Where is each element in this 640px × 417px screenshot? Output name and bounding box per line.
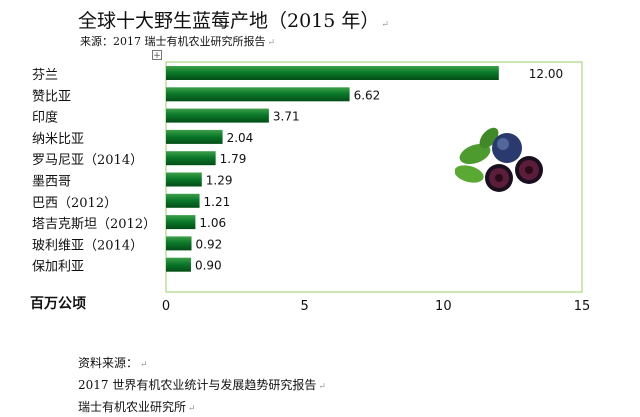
chart-subtitle: 来源：2017 瑞士有机农业研究所报告 ↵ — [80, 35, 276, 48]
value-label: 2.04 — [227, 131, 254, 145]
value-label: 6.62 — [354, 88, 381, 102]
chart-title: 全球十大野生蓝莓产地（2015 年） ↵ — [78, 10, 389, 32]
blueberry-photo — [455, 127, 543, 192]
bar — [166, 129, 223, 144]
category-label: 巴西（2012） — [32, 196, 117, 211]
category-label: 罗马尼亚（2014） — [32, 153, 143, 168]
bar — [166, 257, 191, 272]
category-label: 保加利亚 — [32, 260, 84, 275]
bar — [166, 215, 196, 230]
category-label: 芬兰 — [32, 68, 58, 83]
bar — [166, 87, 350, 102]
unit-label: 百万公顷 — [30, 296, 86, 312]
bar — [166, 172, 202, 187]
value-label: 1.06 — [199, 216, 226, 230]
source-heading: 资料来源： ↵ — [78, 356, 148, 370]
source-line-1: 2017 世界有机农业统计与发展趋势研究报告 ↵ — [78, 378, 326, 392]
bar — [166, 151, 216, 166]
category-label: 墨西哥 — [32, 175, 71, 190]
source-line-2: 瑞士有机农业研究所 ↵ — [78, 400, 196, 414]
value-label: 1.79 — [220, 152, 247, 166]
x-tick-label: 15 — [574, 299, 591, 314]
value-label: 3.71 — [273, 110, 300, 124]
value-label: 1.29 — [206, 174, 233, 188]
move-handle-icon[interactable]: + — [152, 50, 162, 61]
category-label: 赞比亚 — [32, 89, 71, 104]
value-label: 0.92 — [196, 237, 223, 251]
bar — [166, 193, 200, 208]
x-tick-label: 5 — [301, 299, 309, 314]
bar — [166, 236, 192, 251]
category-label: 印度 — [32, 110, 58, 126]
x-tick-label: 0 — [162, 299, 170, 314]
category-label: 塔吉克斯坦（2012） — [32, 217, 156, 232]
value-label: 0.90 — [195, 259, 222, 273]
category-label: 纳米比亚 — [32, 132, 84, 147]
value-label: 12.00 — [529, 67, 563, 81]
x-tick-label: 10 — [435, 299, 452, 314]
value-label: 1.21 — [204, 195, 231, 209]
bar — [166, 108, 269, 123]
bar — [166, 66, 499, 80]
category-label: 玻利维亚（2014） — [32, 238, 143, 253]
